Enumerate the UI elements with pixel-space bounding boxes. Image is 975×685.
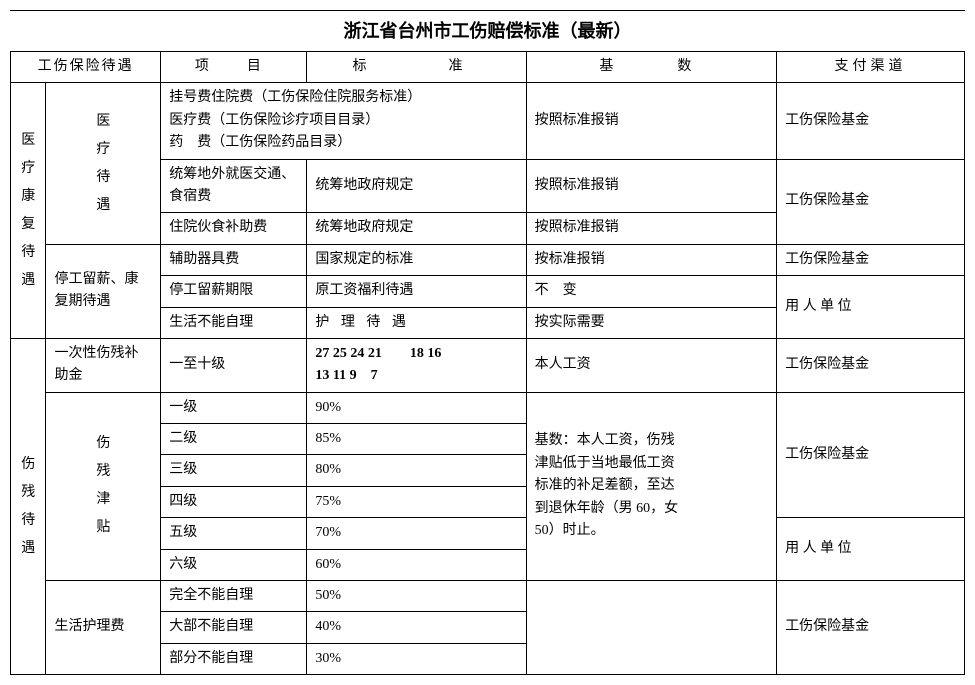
- cell-standard: 70%: [307, 518, 526, 549]
- cell-project: 一至十级: [161, 338, 307, 392]
- cell-project: 三级: [161, 455, 307, 486]
- document-root: 浙江省台州市工伤赔偿标准（最新） 工伤保险待遇 项 目 标 准 基 数 支付渠道…: [10, 10, 965, 675]
- section-stopwork-label: 停工留薪、康复期待遇: [46, 244, 161, 338]
- cell-base: 按实际需要: [526, 307, 777, 338]
- cell-channel: 用 人 单 位: [777, 276, 965, 339]
- cell-base: 本人工资: [526, 338, 777, 392]
- cell-project: 停工留薪期限: [161, 276, 307, 307]
- cell-channel: 用 人 单 位: [777, 518, 965, 581]
- cell-project: 六级: [161, 549, 307, 580]
- col-project: 项 目: [161, 52, 307, 83]
- table-row: 医疗康复待遇 医疗待遇 挂号费住院费（工伤保险住院服务标准） 医疗费（工伤保险诊…: [11, 83, 965, 159]
- cell-channel: 工伤保险基金: [777, 338, 965, 392]
- cell-standard: 30%: [307, 643, 526, 674]
- cell-standard: 75%: [307, 486, 526, 517]
- table-row: 生活护理费 完全不能自理 50% 工伤保险基金: [11, 581, 965, 612]
- cell-standard: 国家规定的标准: [307, 244, 526, 275]
- section-lumpsum-label: 一次性伤残补助金: [46, 338, 161, 392]
- cell-base-empty: [526, 581, 777, 675]
- table-row: 伤残津贴 一级 90% 基数：本人工资，伤残 津贴低于当地最低工资 标准的补足差…: [11, 392, 965, 423]
- compensation-table: 工伤保险待遇 项 目 标 准 基 数 支付渠道 医疗康复待遇 医疗待遇 挂号费住…: [10, 51, 965, 675]
- cell-project: 部分不能自理: [161, 643, 307, 674]
- cell-project: 五级: [161, 518, 307, 549]
- cell-standard: 统筹地政府规定: [307, 213, 526, 244]
- cell-project: 大部不能自理: [161, 612, 307, 643]
- cell-standard: 40%: [307, 612, 526, 643]
- section-care-label: 生活护理费: [46, 581, 161, 675]
- cell-base: 按标准报销: [526, 244, 777, 275]
- cell-channel: 工伤保险基金: [777, 159, 965, 244]
- col-standard: 标 准: [307, 52, 526, 83]
- section-allowance-label: 伤残津贴: [46, 392, 161, 580]
- cell-standard: 统筹地政府规定: [307, 159, 526, 213]
- cell-base: 按照标准报销: [526, 213, 777, 244]
- cell-project: 生活不能自理: [161, 307, 307, 338]
- cell-project: 四级: [161, 486, 307, 517]
- cell-standard: 60%: [307, 549, 526, 580]
- cell-project: 一级: [161, 392, 307, 423]
- col-channel: 支付渠道: [777, 52, 965, 83]
- col-category: 工伤保险待遇: [11, 52, 161, 83]
- cell-standard: 90%: [307, 392, 526, 423]
- cell-base: 不 变: [526, 276, 777, 307]
- cell-project: 统筹地外就医交通、食宿费: [161, 159, 307, 213]
- page-title: 浙江省台州市工伤赔偿标准（最新）: [10, 11, 965, 51]
- cell-channel: 工伤保险基金: [777, 581, 965, 675]
- cell-base: 按照标准报销: [526, 83, 777, 159]
- table-row: 停工留薪、康复期待遇 辅助器具费 国家规定的标准 按标准报销 工伤保险基金: [11, 244, 965, 275]
- cell-medical-items: 挂号费住院费（工伤保险住院服务标准） 医疗费（工伤保险诊疗项目目录） 药 费（工…: [161, 83, 526, 159]
- cell-channel: 工伤保险基金: [777, 83, 965, 159]
- cell-project: 完全不能自理: [161, 581, 307, 612]
- group-b-label: 伤残待遇: [11, 338, 46, 674]
- cell-standard: 27 25 24 21 18 16 13 11 9 7: [307, 338, 526, 392]
- cell-base-multi: 基数：本人工资，伤残 津贴低于当地最低工资 标准的补足差额，至达 到退休年龄（男…: [526, 392, 777, 580]
- cell-standard: 50%: [307, 581, 526, 612]
- col-base: 基 数: [526, 52, 777, 83]
- cell-project: 二级: [161, 424, 307, 455]
- table-row: 伤残待遇 一次性伤残补助金 一至十级 27 25 24 21 18 16 13 …: [11, 338, 965, 392]
- cell-channel: 工伤保险基金: [777, 392, 965, 518]
- cell-standard: 80%: [307, 455, 526, 486]
- cell-project: 住院伙食补助费: [161, 213, 307, 244]
- cell-standard: 85%: [307, 424, 526, 455]
- group-a-label: 医疗康复待遇: [11, 83, 46, 339]
- cell-channel: 工伤保险基金: [777, 244, 965, 275]
- cell-standard: 护 理 待 遇: [307, 307, 526, 338]
- cell-base: 按照标准报销: [526, 159, 777, 213]
- header-row: 工伤保险待遇 项 目 标 准 基 数 支付渠道: [11, 52, 965, 83]
- cell-standard: 原工资福利待遇: [307, 276, 526, 307]
- cell-project: 辅助器具费: [161, 244, 307, 275]
- section-medical-label: 医疗待遇: [46, 83, 161, 244]
